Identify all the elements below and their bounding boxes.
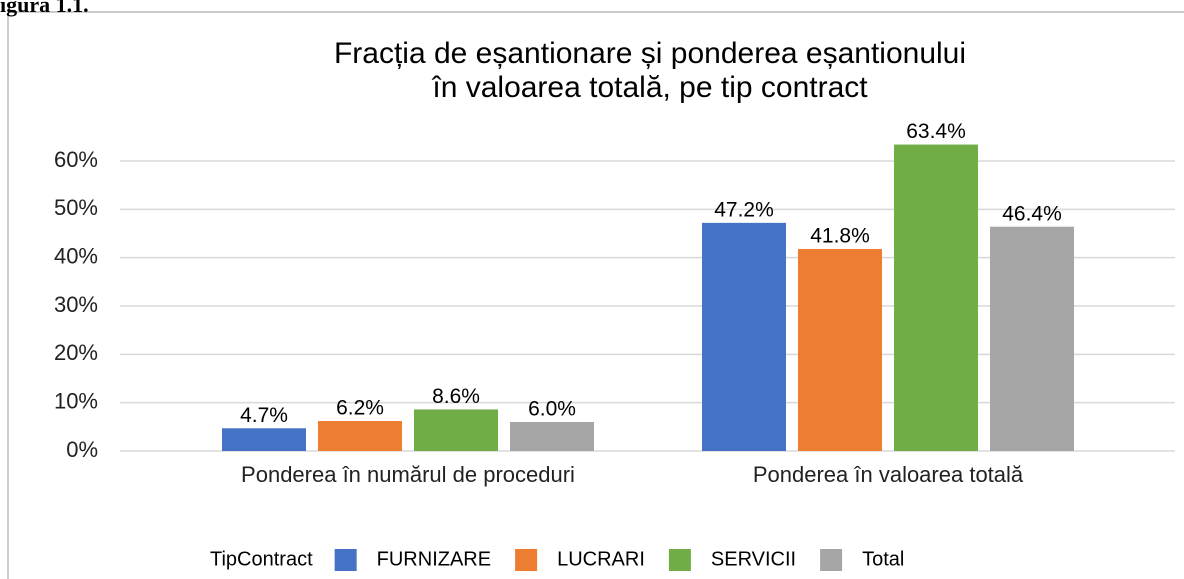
x-tick-label: Ponderea în numărul de proceduri — [241, 462, 575, 487]
y-tick-label: 50% — [54, 195, 98, 220]
legend-label: LUCRARI — [557, 548, 645, 570]
y-tick-label: 0% — [66, 437, 98, 462]
legend-label: FURNIZARE — [377, 548, 491, 570]
y-tick-label: 10% — [54, 388, 98, 413]
caption: igura 1.1. — [0, 0, 89, 17]
y-tick-label: 40% — [54, 243, 98, 268]
bar — [702, 222, 786, 451]
legend-swatch — [820, 549, 843, 571]
bar — [414, 409, 498, 451]
bar — [798, 248, 882, 451]
bar — [894, 144, 978, 452]
chart-border — [7, 11, 1184, 579]
y-tick-label: 60% — [54, 147, 98, 172]
data-label: 47.2% — [714, 198, 774, 221]
data-label: 6.0% — [528, 398, 576, 421]
legend-label: SERVICII — [711, 548, 796, 570]
legend-label: Total — [862, 548, 904, 570]
chart-title: Fracția de eșantionare și ponderea eșant… — [334, 37, 966, 70]
y-tick-label: 20% — [54, 340, 98, 365]
data-label: 46.4% — [1002, 202, 1062, 225]
data-label: 6.2% — [336, 397, 384, 420]
chart-subtitle: în valoarea totală, pe tip contract — [431, 71, 868, 104]
legend-swatch — [334, 549, 357, 571]
data-label: 4.7% — [240, 404, 288, 427]
bar — [222, 428, 306, 451]
data-label: 63.4% — [906, 120, 966, 143]
legend-title: TipContract — [210, 548, 313, 570]
data-label: 8.6% — [432, 385, 480, 408]
y-tick-label: 30% — [54, 292, 98, 317]
legend-swatch — [515, 549, 538, 571]
legend-swatch — [668, 549, 691, 571]
bar — [990, 226, 1074, 451]
x-tick-label: Ponderea în valoarea totală — [752, 462, 1024, 487]
bar — [510, 422, 594, 451]
bar — [318, 421, 402, 451]
data-label: 41.8% — [810, 225, 870, 248]
